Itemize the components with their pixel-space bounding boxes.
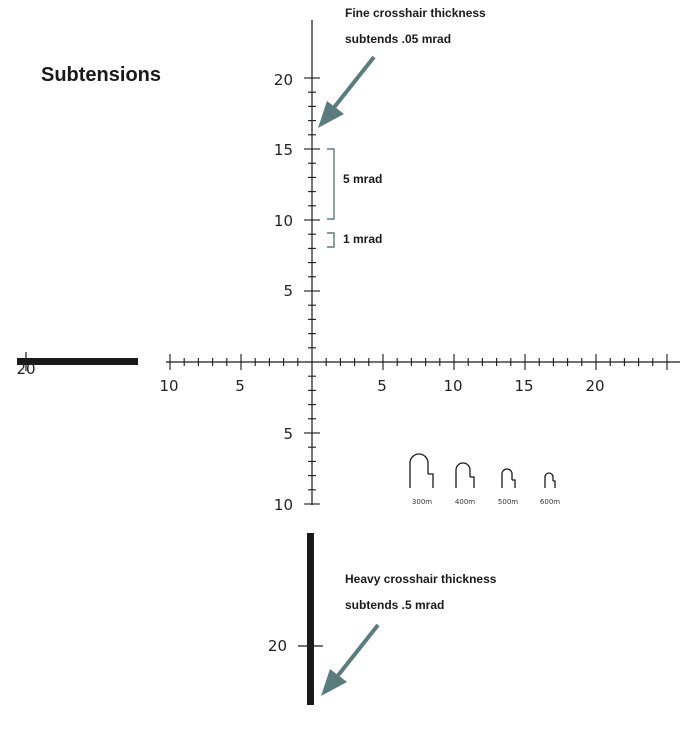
range-label-500: 500m — [498, 498, 518, 506]
v-up-label-20: 20 — [274, 71, 293, 89]
h-left-label-5: 5 — [235, 377, 245, 395]
heavy-left-post — [17, 358, 138, 365]
v-down-label-10: 10 — [274, 496, 293, 514]
heavy-callout-line1: Heavy crosshair thickness — [345, 572, 497, 586]
lower-post-label: 20 — [268, 637, 287, 655]
range-marks: 300m 400m 500m 600m — [409, 453, 560, 506]
h-right-label-5: 5 — [377, 377, 387, 395]
range-label-300: 300m — [412, 498, 432, 506]
heavy-bottom-post — [307, 533, 314, 705]
fine-callout-arrow — [318, 55, 376, 128]
h-right-label-20: 20 — [585, 377, 604, 395]
range-mark-300 — [409, 453, 434, 488]
v-down-label-5: 5 — [283, 425, 293, 443]
heavy-callout-line2: subtends .5 mrad — [345, 598, 444, 612]
range-mark-400 — [455, 462, 475, 488]
five-mrad-bracket — [327, 148, 335, 220]
heavy-callout-arrow — [321, 623, 380, 696]
one-mrad-label: 1 mrad — [343, 232, 382, 246]
range-label-400: 400m — [455, 498, 475, 506]
range-mark-500 — [501, 468, 516, 488]
five-mrad-label: 5 mrad — [343, 172, 382, 186]
v-up-label-10: 10 — [274, 212, 293, 230]
page-title: Subtensions — [41, 64, 161, 86]
fine-callout-line2: subtends .05 mrad — [345, 32, 451, 46]
one-mrad-bracket — [327, 232, 335, 248]
v-up-label-15: 15 — [274, 141, 293, 159]
h-right-label-15: 15 — [514, 377, 533, 395]
range-label-600: 600m — [540, 498, 560, 506]
h-right-label-10: 10 — [443, 377, 462, 395]
range-mark-600 — [544, 472, 556, 488]
fine-callout-line1: Fine crosshair thickness — [345, 6, 486, 20]
far-left-label: 20 — [16, 360, 35, 378]
v-up-label-5: 5 — [283, 282, 293, 300]
h-left-label-10: 10 — [159, 377, 178, 395]
tick-marks — [169, 77, 668, 505]
